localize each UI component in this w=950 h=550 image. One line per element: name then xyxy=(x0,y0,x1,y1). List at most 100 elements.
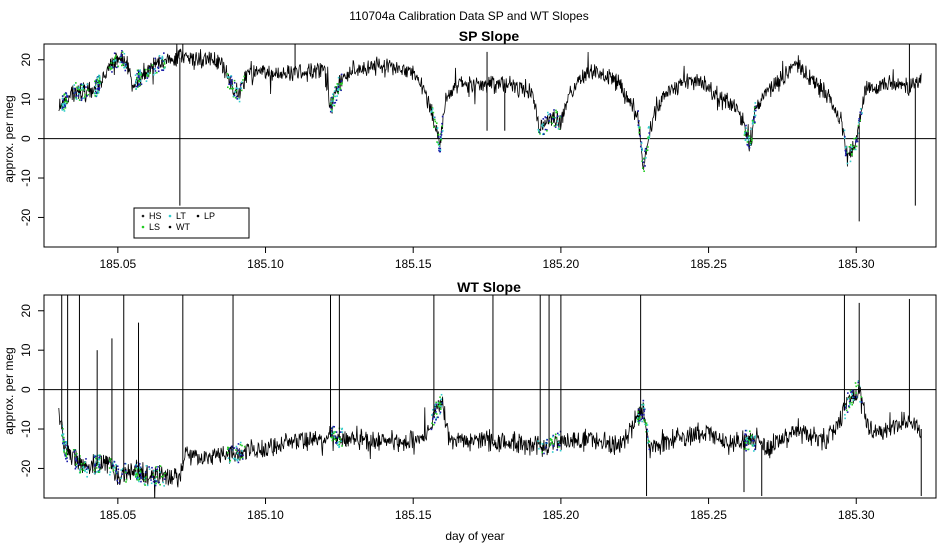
wt-calibration-point xyxy=(135,464,137,466)
sp-calibration-point xyxy=(330,97,333,100)
wt-calibration-point xyxy=(85,458,87,460)
sp-calibration-point xyxy=(238,97,240,100)
wt-calibration-point xyxy=(645,422,648,424)
wt-calibration-point xyxy=(79,470,82,473)
sp-calibration-point xyxy=(845,152,847,155)
sp-calibration-point xyxy=(743,132,746,135)
sp-calibration-point xyxy=(850,144,852,146)
wt-calibration-point xyxy=(155,476,158,478)
sp-calibration-point xyxy=(339,87,342,90)
wt-calibration-point xyxy=(136,476,139,478)
wt-calibration-point xyxy=(137,478,140,481)
sp-calibration-point xyxy=(647,146,649,148)
wt-calibration-point xyxy=(156,469,159,471)
wt-calibration-point xyxy=(643,413,645,416)
wt-calibration-point xyxy=(226,451,229,454)
sp-calibration-point xyxy=(96,92,99,95)
wt-calibration-point xyxy=(745,449,747,452)
wt-calibration-point xyxy=(116,479,119,482)
sp-calibration-point xyxy=(125,63,127,66)
legend-entry-lp: LP xyxy=(196,211,215,221)
wt-calibration-point xyxy=(636,418,639,421)
sp-calibration-point xyxy=(98,82,100,84)
sp-calibration-point xyxy=(749,143,752,146)
sp-calibration-point xyxy=(77,95,79,97)
wt-calibration-point xyxy=(65,454,68,456)
sp-calibration-point xyxy=(163,67,166,70)
sp-calibration-point xyxy=(147,75,149,77)
wt-calibration-point xyxy=(844,405,846,407)
wt-calibration-point xyxy=(226,448,229,450)
sp-calibration-points xyxy=(637,110,651,172)
sp-calibration-points xyxy=(329,73,343,113)
wt-calibration-point xyxy=(120,477,122,480)
legend-label-wt: WT xyxy=(176,222,190,232)
sp-calibration-points xyxy=(537,109,562,136)
sp-calibration-point xyxy=(81,83,84,86)
sp-calibration-point xyxy=(137,70,140,72)
wt-calibration-point xyxy=(432,408,434,411)
legend-entry-lt: LT xyxy=(168,211,186,221)
wt-calibration-point xyxy=(538,447,540,450)
sp-calibration-point xyxy=(78,88,80,91)
sp-calibration-point xyxy=(146,74,148,76)
sp-calibration-point xyxy=(163,63,166,65)
sp-calibration-point xyxy=(853,137,855,140)
wt-calibration-point xyxy=(134,468,137,470)
sp-calibration-point xyxy=(441,122,443,125)
sp-calibration-point xyxy=(648,132,651,134)
sp-calibration-point xyxy=(139,80,142,82)
sp-calibration-point xyxy=(226,73,229,75)
sp-calibration-point xyxy=(162,60,164,63)
wt-calibration-point xyxy=(437,402,439,404)
sp-calibration-point xyxy=(109,68,112,70)
sp-calibration-point xyxy=(61,103,64,105)
wt-calibration-point xyxy=(157,466,159,468)
wt-slope-panel: WT Slope approx. per meg day of year -20… xyxy=(2,279,937,543)
sp-calibration-point xyxy=(78,99,81,101)
wt-calibration-point xyxy=(431,422,433,425)
sp-calibration-point xyxy=(81,86,84,89)
wt-calibration-point xyxy=(112,465,115,467)
sp-calibration-point xyxy=(340,83,343,86)
wt-calibration-point xyxy=(74,449,76,451)
wt-calibration-point xyxy=(341,428,343,431)
wt-calibration-point xyxy=(639,416,641,419)
sp-calibration-point xyxy=(552,116,554,119)
sp-y-tick-label: 0 xyxy=(19,135,33,142)
wt-plot-frame xyxy=(43,294,937,499)
sp-calibration-point xyxy=(431,110,433,112)
wt-calibration-point xyxy=(556,449,558,451)
sp-calibration-point xyxy=(337,84,339,86)
sp-calibration-point xyxy=(332,93,334,96)
wt-calibration-point xyxy=(435,403,437,406)
sp-calibration-points xyxy=(93,74,101,98)
sp-calibration-point xyxy=(340,80,343,82)
wt-calibration-point xyxy=(80,462,83,465)
wt-calibration-point xyxy=(751,444,754,446)
sp-calibration-point xyxy=(138,76,140,78)
sp-calibration-point xyxy=(122,63,124,66)
sp-calibration-point xyxy=(855,145,858,148)
sp-calibration-point xyxy=(340,73,343,76)
wt-calibration-point xyxy=(98,470,101,473)
sp-calibration-point xyxy=(337,86,340,89)
wt-calibration-point xyxy=(330,436,332,439)
sp-calibration-point xyxy=(96,76,99,79)
sp-calibration-point xyxy=(844,149,847,152)
sp-calibration-point xyxy=(135,87,138,90)
sp-calibration-point xyxy=(549,113,551,115)
wt-calibration-point xyxy=(84,470,86,473)
sp-calibration-point xyxy=(97,83,99,85)
wt-calibration-point xyxy=(239,454,242,457)
legend-entry-wt: WT xyxy=(168,222,190,232)
sp-calibration-point xyxy=(76,86,78,89)
wt-calibration-point xyxy=(74,467,77,470)
sp-calibration-point xyxy=(233,94,236,97)
sp-calibration-point xyxy=(554,126,557,128)
wt-calibration-point xyxy=(94,455,97,458)
wt-calibration-point xyxy=(431,414,433,416)
wt-y-tick-label: 10 xyxy=(19,343,33,357)
sp-calibration-point xyxy=(66,95,69,97)
wt-calibration-points xyxy=(134,461,143,483)
